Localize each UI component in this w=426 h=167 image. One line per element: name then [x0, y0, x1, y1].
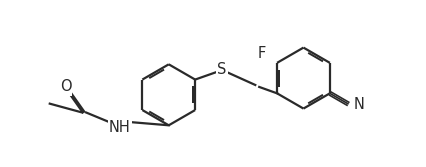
Text: S: S: [217, 62, 227, 77]
Text: N: N: [354, 97, 364, 112]
Text: NH: NH: [109, 120, 130, 135]
Text: F: F: [258, 46, 266, 61]
Text: O: O: [60, 79, 71, 95]
